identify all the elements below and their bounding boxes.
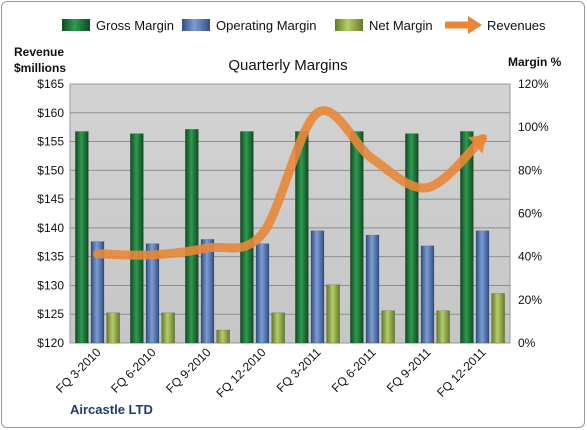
left-tick-label: $160 bbox=[37, 106, 64, 120]
right-tick-label: 60% bbox=[518, 207, 542, 221]
bar-gross-margin bbox=[130, 133, 144, 344]
legend-swatch-operating-margin bbox=[182, 19, 210, 31]
bar-operating-margin bbox=[420, 245, 435, 344]
bar-operating-margin bbox=[90, 241, 105, 344]
bar-operating-margin bbox=[310, 230, 325, 344]
x-tick-label: FQ 3-2011 bbox=[274, 345, 324, 395]
x-tick-label: FQ 9-2011 bbox=[384, 345, 434, 395]
left-tick-label: $150 bbox=[37, 163, 64, 177]
bar-gross-margin bbox=[460, 131, 474, 344]
revenue-arrowhead bbox=[467, 134, 487, 154]
bar-gross-margin bbox=[405, 133, 419, 344]
legend-swatch-gross-margin bbox=[62, 19, 90, 31]
bar-net-margin bbox=[326, 284, 340, 344]
right-tick-label: 0% bbox=[518, 336, 536, 350]
right-tick-label: 20% bbox=[518, 293, 542, 307]
legend-label-net-margin: Net Margin bbox=[369, 18, 433, 33]
right-tick-label: 40% bbox=[518, 250, 542, 264]
bar-net-margin bbox=[381, 310, 395, 344]
right-tick-label: 100% bbox=[518, 120, 549, 134]
left-tick-label: $155 bbox=[37, 135, 64, 149]
left-tick-label: $165 bbox=[37, 77, 64, 91]
line-layer bbox=[93, 106, 487, 260]
right-axis-title: Margin % bbox=[508, 55, 562, 69]
company-label: Aircastle LTD bbox=[70, 402, 153, 417]
bar-operating-margin bbox=[255, 243, 270, 344]
bar-net-margin bbox=[491, 293, 505, 344]
bar-net-margin bbox=[161, 312, 175, 344]
left-tick-label: $145 bbox=[37, 192, 64, 206]
bar-operating-margin bbox=[475, 230, 490, 344]
left-tick-label: $125 bbox=[37, 307, 64, 321]
chart-title: Quarterly Margins bbox=[228, 57, 347, 74]
x-tick-label: FQ 12-2011 bbox=[434, 345, 489, 400]
x-tick-label: FQ 12-2010 bbox=[213, 345, 268, 400]
legend-swatch-revenues bbox=[445, 16, 482, 34]
left-axis-title-line1: Revenue bbox=[14, 45, 64, 59]
left-tick-label: $135 bbox=[37, 250, 64, 264]
bar-gross-margin bbox=[350, 131, 364, 344]
bar-net-margin bbox=[216, 329, 230, 344]
left-tick-label: $120 bbox=[37, 336, 64, 350]
revenue-line bbox=[93, 106, 487, 260]
x-tick-label: FQ 9-2010 bbox=[163, 345, 214, 396]
left-tick-layer: $120 $125 $130 $135 $140 $145 $150 $155 $160 $165 bbox=[37, 77, 64, 350]
bar-gross-margin bbox=[185, 129, 199, 344]
bar-net-margin bbox=[436, 310, 450, 344]
legend-swatch-net-margin bbox=[335, 19, 363, 31]
legend-label-gross-margin: Gross Margin bbox=[96, 18, 174, 33]
right-tick-layer: 0% 20% 40% 60% 80% 100% 120% bbox=[518, 77, 549, 350]
right-tick-label: 80% bbox=[518, 163, 542, 177]
legend-label-operating-margin: Operating Margin bbox=[216, 18, 316, 33]
x-tick-label: FQ 3-2010 bbox=[53, 345, 104, 396]
legend-label-revenues: Revenues bbox=[487, 18, 546, 33]
x-tick-layer: FQ 3-2010 FQ 6-2010 FQ 9-2010 FQ 12-2010 FQ … bbox=[53, 345, 489, 400]
legend: Gross Margin Operating Margin Net Margin… bbox=[62, 16, 546, 34]
left-tick-label: $130 bbox=[37, 278, 64, 292]
left-axis-title-line2: $millions bbox=[14, 61, 66, 75]
bar-net-margin bbox=[271, 312, 285, 344]
bar-net-margin bbox=[106, 312, 120, 344]
bar-gross-margin bbox=[240, 131, 254, 344]
right-tick-label: 120% bbox=[518, 77, 549, 91]
x-tick-label: FQ 6-2011 bbox=[329, 345, 379, 395]
x-tick-label: FQ 6-2010 bbox=[108, 345, 159, 396]
bar-operating-margin bbox=[145, 243, 160, 344]
left-tick-label: $140 bbox=[37, 221, 64, 235]
bar-gross-margin bbox=[75, 131, 89, 344]
bar-gross-margin bbox=[295, 131, 309, 344]
bar-operating-margin bbox=[200, 239, 215, 344]
bar-operating-margin bbox=[365, 234, 380, 344]
